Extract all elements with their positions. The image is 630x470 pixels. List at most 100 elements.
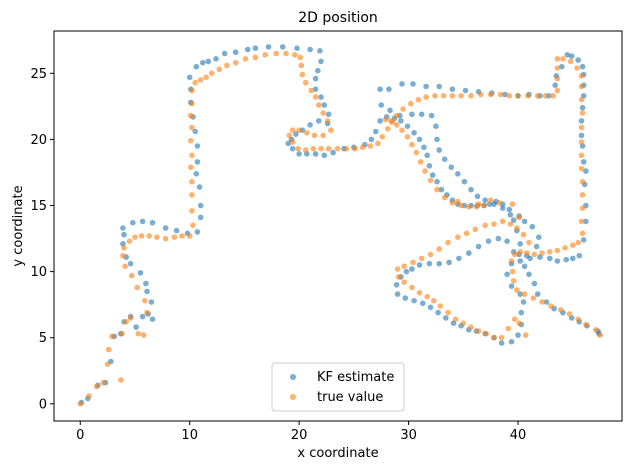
- point-true-value: [409, 141, 415, 148]
- point-true-value: [526, 239, 532, 246]
- point-true-value: [567, 58, 574, 65]
- point-true-value: [399, 127, 405, 133]
- point-kf-estimate: [139, 218, 146, 225]
- point-true-value: [508, 258, 515, 264]
- point-kf-estimate: [446, 259, 452, 266]
- point-kf-estimate: [325, 111, 332, 118]
- point-true-value: [162, 235, 169, 242]
- point-true-value: [400, 106, 406, 112]
- point-true-value: [424, 293, 431, 300]
- point-kf-estimate: [296, 151, 302, 157]
- point-true-value: [458, 93, 464, 99]
- point-kf-estimate: [393, 282, 400, 288]
- point-kf-estimate: [289, 145, 296, 152]
- point-true-value: [463, 230, 470, 237]
- plot-frame: [53, 30, 623, 422]
- point-true-value: [252, 54, 259, 61]
- point-true-value: [560, 56, 566, 62]
- legend-label-kf-estimate: KF estimate: [317, 370, 394, 385]
- point-true-value: [188, 164, 194, 170]
- y-axis-ticks: 0 5 10 15 20 25: [30, 67, 54, 412]
- point-true-value: [478, 91, 484, 98]
- point-true-value: [509, 201, 516, 207]
- point-kf-estimate: [285, 140, 292, 147]
- point-kf-estimate: [394, 291, 401, 297]
- point-true-value: [385, 126, 391, 132]
- chart-title: 2D position: [298, 10, 378, 26]
- point-true-value: [132, 234, 138, 240]
- point-kf-estimate: [244, 46, 251, 53]
- point-true-value: [334, 145, 341, 152]
- point-true-value: [295, 145, 301, 152]
- point-true-value: [499, 218, 506, 225]
- point-true-value: [283, 50, 289, 57]
- point-kf-estimate: [411, 130, 417, 136]
- point-true-value: [138, 233, 145, 239]
- point-true-value: [578, 139, 585, 145]
- point-true-value: [550, 93, 556, 99]
- point-true-value: [312, 94, 319, 100]
- point-kf-estimate: [506, 206, 513, 213]
- x-axis-ticks: 0 10 20 30 40: [76, 421, 526, 443]
- point-kf-estimate: [507, 212, 514, 218]
- point-true-value: [458, 202, 464, 209]
- point-true-value: [427, 251, 434, 258]
- point-kf-estimate: [517, 258, 523, 264]
- x-tick-label: 30: [400, 428, 417, 443]
- point-true-value: [579, 192, 586, 198]
- point-true-value: [320, 110, 327, 116]
- point-kf-estimate: [529, 223, 536, 230]
- point-true-value: [289, 139, 296, 145]
- point-kf-estimate: [485, 238, 492, 244]
- point-kf-estimate: [495, 235, 502, 242]
- point-kf-estimate: [568, 53, 575, 59]
- point-kf-estimate: [133, 324, 139, 330]
- legend-marker-kf-estimate: [290, 374, 296, 380]
- point-true-value: [481, 202, 487, 209]
- point-kf-estimate: [436, 147, 443, 153]
- point-kf-estimate: [149, 219, 156, 226]
- point-kf-estimate: [468, 186, 474, 193]
- point-true-value: [578, 73, 585, 79]
- point-kf-estimate: [427, 304, 434, 311]
- point-true-value: [511, 251, 518, 258]
- point-true-value: [452, 316, 459, 323]
- point-true-value: [242, 56, 249, 62]
- point-kf-estimate: [475, 243, 482, 250]
- point-true-value: [302, 79, 309, 86]
- point-true-value: [359, 144, 366, 151]
- point-true-value: [203, 74, 209, 81]
- point-true-value: [475, 201, 482, 207]
- point-kf-estimate: [448, 164, 455, 170]
- point-true-value: [189, 152, 195, 159]
- point-true-value: [179, 233, 185, 239]
- point-kf-estimate: [312, 151, 319, 157]
- point-true-value: [401, 263, 408, 270]
- point-kf-estimate: [402, 295, 409, 301]
- point-true-value: [299, 71, 306, 78]
- point-true-value: [415, 96, 422, 103]
- point-true-value: [455, 198, 461, 205]
- point-kf-estimate: [162, 225, 169, 231]
- point-kf-estimate: [456, 255, 462, 262]
- point-kf-estimate: [583, 168, 589, 174]
- point-kf-estimate: [399, 81, 405, 87]
- legend-label-true-value: true value: [317, 390, 383, 405]
- point-kf-estimate: [205, 58, 212, 65]
- point-true-value: [120, 252, 126, 259]
- point-kf-estimate: [547, 255, 553, 262]
- point-kf-estimate: [368, 136, 375, 143]
- point-true-value: [388, 118, 394, 124]
- point-true-value: [525, 93, 531, 99]
- point-kf-estimate: [192, 128, 198, 135]
- point-true-value: [189, 100, 195, 107]
- point-kf-estimate: [120, 225, 126, 231]
- point-kf-estimate: [200, 59, 206, 66]
- point-true-value: [440, 93, 447, 99]
- point-true-value: [570, 242, 576, 248]
- point-kf-estimate: [576, 252, 583, 259]
- point-true-value: [516, 320, 522, 327]
- point-true-value: [418, 255, 425, 262]
- point-true-value: [104, 361, 111, 368]
- point-kf-estimate: [213, 56, 219, 62]
